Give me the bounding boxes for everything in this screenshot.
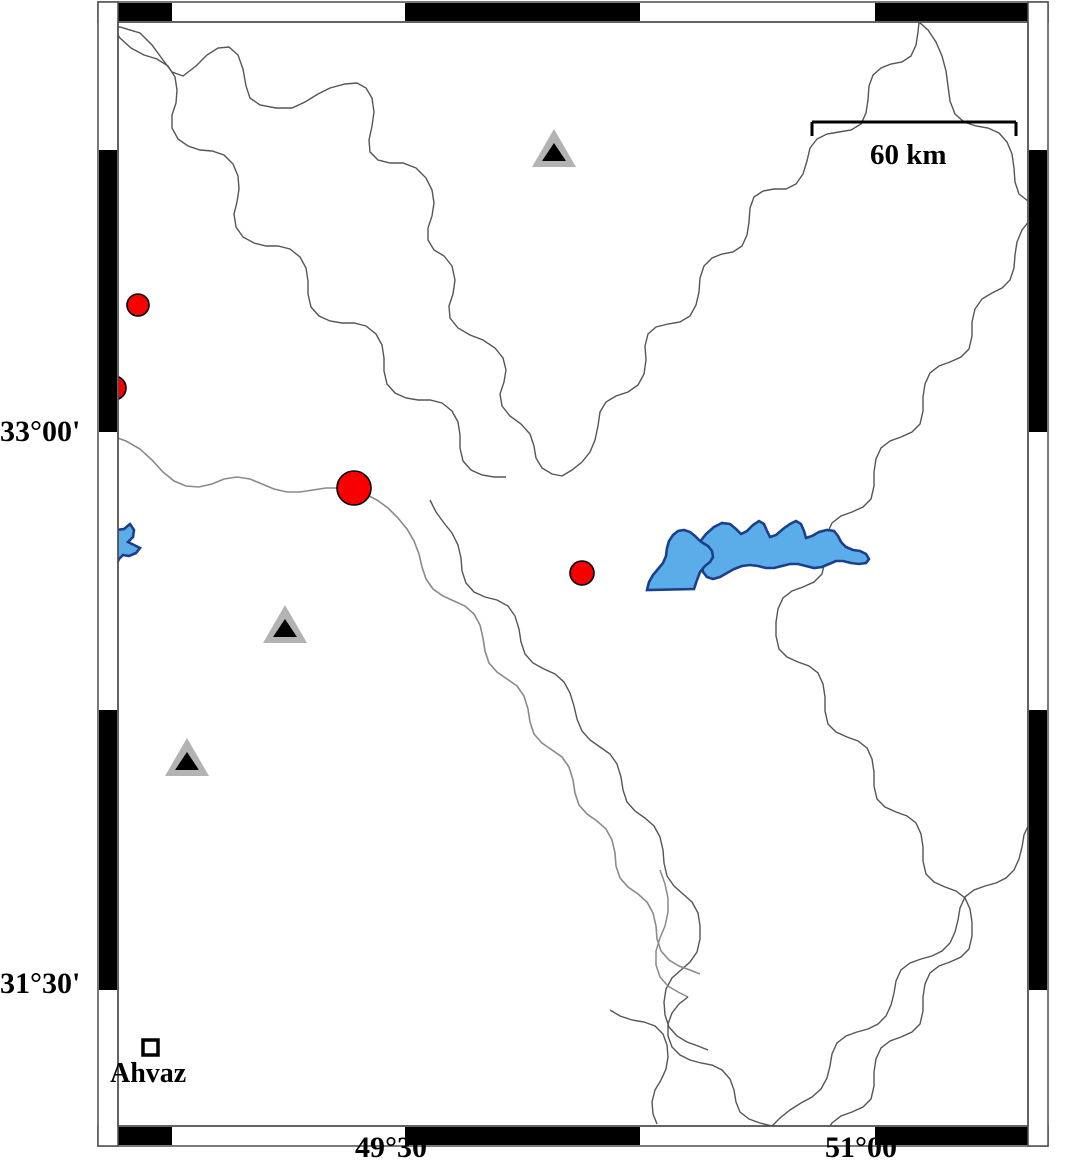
station-marker [532,129,576,167]
city-marker-ahvaz [141,1038,160,1057]
boundary-central-east [918,22,1048,206]
city-label-ahvaz: Ahvaz [110,1058,187,1089]
boundary-east-south [775,204,1048,1126]
axis-label-longitude-51-00: 51°00' [825,1131,906,1164]
river-lower-branch [655,869,689,998]
lake-main [697,519,871,581]
boundary-south-notch [609,1009,669,1125]
scale-bar-label: 60 km [870,139,947,171]
scale-bar [810,120,1018,136]
epicenter-marker [126,293,150,317]
boundary-central-south [429,499,709,1051]
station-marker [263,605,307,643]
province-boundaries [98,22,1048,1126]
frame-top-band [97,1,1049,23]
frame-right-band [1027,1,1049,1147]
plot-area-outline [117,21,1029,1127]
axis-label-latitude-33-00: 33°00' [0,415,81,448]
boundary-south [667,812,1048,1126]
boundary-northwest [98,26,563,477]
boundary-northwest-lobe [111,25,506,478]
map-frame [97,1,1049,1147]
axis-label-longitude-49-30: 49°30' [355,1131,436,1164]
epicenter-marker [336,470,372,506]
lake-west-arm [645,528,715,592]
station-markers [165,129,576,776]
station-marker [165,738,209,776]
epicenter-marker [569,560,595,586]
boundary-north-east [561,22,920,477]
frame-left-band [97,1,119,1147]
axis-label-latitude-31-30: 31°30' [0,967,81,1000]
frame-bottom-band [97,1125,1049,1147]
river-karun [98,432,701,975]
